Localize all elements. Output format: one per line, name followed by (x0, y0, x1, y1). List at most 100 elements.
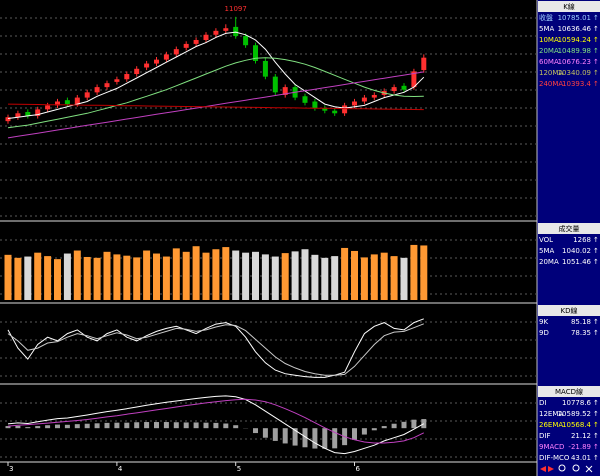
histogram-bar (223, 423, 229, 429)
candle-body (411, 71, 417, 88)
peak-label: 11097 (225, 5, 247, 13)
candle-body (154, 59, 159, 64)
volume-bar (202, 252, 210, 300)
readout-name: 26EMA (539, 421, 563, 429)
scroll-left[interactable] (540, 466, 546, 472)
readout-name: 9K (539, 318, 548, 326)
volume-bar (410, 244, 418, 300)
histogram-bar (154, 422, 159, 429)
volume-bar (281, 253, 289, 300)
candle-body (361, 97, 367, 102)
volume-bar (14, 257, 22, 300)
volume-bar (390, 256, 398, 300)
volume-bar (123, 255, 131, 300)
zoom-in[interactable] (558, 464, 566, 472)
candle-body (421, 57, 427, 71)
readout-name: 20MA (539, 258, 559, 266)
candle-body (114, 79, 120, 82)
candle-body (312, 101, 318, 109)
readout-value: 10489.98 (558, 47, 591, 55)
candle-body (322, 108, 328, 111)
panel-title: K線 (563, 2, 575, 11)
readout-name: VOL (539, 236, 553, 244)
nav-icons[interactable] (540, 464, 593, 473)
readout-name: 9D (539, 329, 549, 337)
readout-value: 10778.6 (562, 399, 591, 407)
series-line (7, 71, 424, 139)
readout-name: 12EMA (539, 410, 563, 418)
zoom-out[interactable] (572, 464, 580, 472)
series-line (7, 31, 425, 119)
candle-body (74, 97, 80, 105)
readout-value: 10636.46 (558, 25, 592, 33)
candle-body (391, 87, 397, 92)
volume-bar (222, 247, 230, 300)
readout-trend: ↑ (593, 318, 599, 326)
volume-bar (133, 257, 141, 300)
readout-trend: ↑ (593, 443, 599, 451)
readout-value: 43.01 (571, 454, 591, 462)
volume-bar (44, 256, 52, 300)
candle-body (25, 111, 31, 116)
candle-body (332, 110, 338, 114)
volume-bar (321, 257, 329, 300)
histogram-bar (332, 428, 338, 449)
candle-body (342, 105, 348, 114)
candle-body (272, 76, 278, 93)
panel-header (538, 223, 600, 234)
histogram-bar (84, 423, 90, 429)
readout-name: 5MA (539, 25, 554, 33)
candle-body (302, 96, 308, 103)
candle-body (183, 43, 189, 48)
volume-bar (192, 246, 200, 300)
histogram-bar (144, 422, 150, 429)
histogram-bar (381, 426, 387, 429)
volume-bar (103, 251, 111, 300)
candle-body (371, 94, 377, 98)
volume-bar (301, 249, 309, 300)
histogram-bar (312, 428, 318, 449)
histogram-bar (55, 424, 60, 429)
candle-body (173, 49, 179, 55)
panel-header (538, 386, 600, 397)
histogram-bar (193, 422, 199, 429)
panel-title: 成交量 (559, 224, 580, 233)
readout-trend: ↑ (593, 410, 599, 418)
series-line (7, 395, 425, 455)
readout-trend: ↑ (593, 432, 599, 440)
histogram-bar (262, 428, 268, 438)
candle-body (213, 30, 219, 35)
volume-bar (380, 252, 388, 300)
histogram-bar (94, 423, 100, 429)
candle-body (55, 101, 60, 106)
histogram-bar (421, 419, 427, 429)
scroll-right[interactable] (548, 466, 554, 472)
readout-trend: ↑ (593, 329, 599, 337)
close-x[interactable] (585, 465, 593, 473)
histogram-bar (411, 419, 417, 429)
volume-bar (153, 253, 160, 300)
readout-trend: ↑ (593, 69, 599, 77)
volume-bar (54, 259, 61, 300)
histogram-bar (114, 422, 120, 429)
histogram-bar (163, 422, 169, 429)
histogram-bar (5, 426, 11, 429)
readout-name: 120MA (539, 69, 563, 77)
histogram-bar (173, 422, 179, 429)
volume-bar (182, 251, 190, 300)
candle-body (193, 39, 199, 44)
candle-body (144, 63, 150, 68)
volume-bar (420, 245, 428, 300)
candle-body (124, 74, 130, 80)
readout-trend: ↑ (593, 454, 599, 462)
readout-trend: ↑ (593, 80, 599, 88)
readout-trend: ↑ (593, 47, 599, 55)
readout-trend: ↑ (593, 36, 599, 44)
series-line (7, 318, 424, 378)
candle-body (5, 117, 11, 122)
volume-bar (360, 257, 368, 300)
volume-bar (232, 250, 240, 300)
candle-body (262, 60, 268, 77)
volume-bar (83, 256, 91, 300)
volume-bar (93, 257, 101, 300)
